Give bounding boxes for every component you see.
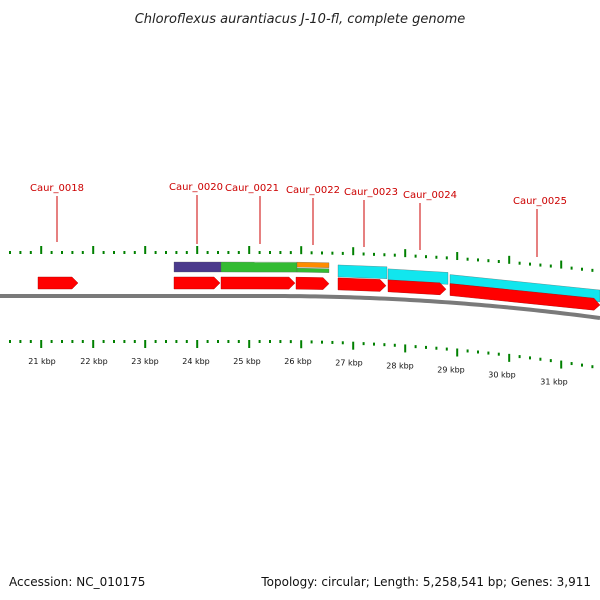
kbp-label: 21 kbp [28,357,56,366]
gene-label: Caur_0022 [286,185,340,196]
gene-callouts: Caur_0018 Caur_0020 Caur_0021 Caur_0022 Caur… [30,182,567,257]
kbp-label: 24 kbp [182,357,210,366]
gene-label: Caur_0018 [30,183,84,194]
gene-arrow [449,283,600,311]
gene-arrow [337,277,387,292]
kbp-label: 28 kbp [386,361,414,370]
kbp-label: 25 kbp [233,357,261,366]
annotation-bar [337,264,388,279]
kbp-scale: 21 kbp 22 kbp 23 kbp 24 kbp 25 kbp 26 kbp 27 k… [28,357,568,386]
genome-backbone [0,294,600,320]
gene-label: Caur_0025 [513,196,567,207]
gene-label: Caur_0024 [403,190,457,201]
annotation-bar [296,267,330,273]
kbp-label: 27 kbp [335,359,363,368]
gene-label: Caur_0021 [225,183,279,194]
gene-arrow [295,276,330,290]
kbp-label: 26 kbp [284,357,312,366]
kbp-label: 29 kbp [437,365,465,374]
gene-arrow [173,276,221,290]
map-title: Chloroflexus aurantiacus J-10-fl, comple… [135,12,466,27]
kbp-label: 30 kbp [488,371,516,380]
kbp-label: 31 kbp [540,377,568,386]
gene-arrow [220,276,296,290]
annotation-bar [296,261,330,268]
feature-track [37,261,600,311]
gene-label: Caur_0020 [169,182,223,193]
gene-arrow [37,276,79,290]
kbp-label: 23 kbp [131,357,159,366]
gene-label: Caur_0023 [344,187,398,198]
outer-tick-ring [9,246,594,272]
annotation-bar [220,261,298,273]
accession-text: Accession: NC_010175 [9,575,145,589]
topology-summary: Topology: circular; Length: 5,258,541 bp… [260,575,591,589]
kbp-label: 22 kbp [80,357,108,366]
inner-tick-ring [9,340,594,369]
annotation-bar [173,261,222,273]
gene-arrow [387,279,447,296]
